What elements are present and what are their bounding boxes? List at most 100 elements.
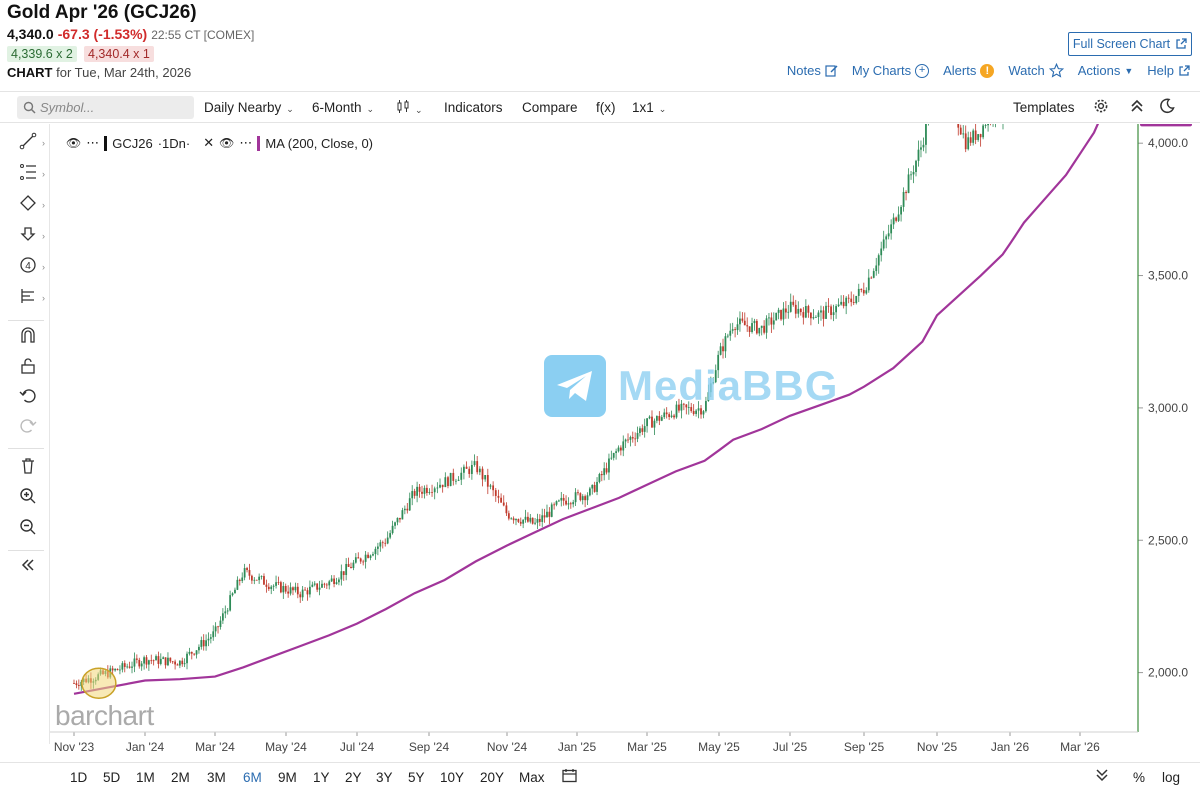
candle-body: [505, 505, 508, 514]
range-2y-button[interactable]: 2Y: [345, 770, 362, 785]
contract-dropdown[interactable]: Daily Nearby ⌄: [204, 100, 294, 115]
candle-body: [519, 521, 522, 524]
eye-icon[interactable]: 👁: [219, 136, 235, 150]
delete-drawings-button[interactable]: [17, 457, 39, 479]
functions-button[interactable]: f(x): [596, 100, 616, 115]
redo-button[interactable]: [17, 417, 39, 439]
candle-body: [347, 563, 350, 567]
layout-dropdown[interactable]: 1x1 ⌄: [632, 100, 666, 115]
candle-body: [565, 500, 567, 505]
candle-body: [887, 233, 890, 237]
candle-body: [354, 557, 357, 563]
actions-menu[interactable]: Actions ▼: [1078, 63, 1134, 78]
top-links: Notes My Charts + Alerts! Watch Actions ▼ …: [787, 63, 1190, 78]
y-tick-label: 2,000.0: [1148, 666, 1188, 680]
chevron-right-icon: ›: [42, 138, 45, 148]
range-10y-button[interactable]: 10Y: [440, 770, 465, 785]
candle-body: [190, 651, 193, 654]
layout-label: 1x1: [632, 100, 654, 115]
my-charts-link[interactable]: My Charts +: [852, 63, 930, 78]
close-icon[interactable]: ✕: [203, 135, 215, 150]
log-scale-toggle[interactable]: log: [1162, 770, 1181, 785]
more-icon[interactable]: ⋯: [239, 135, 253, 150]
calendar-button[interactable]: [562, 768, 577, 786]
candle-body: [123, 663, 126, 667]
range-3y-button[interactable]: 3Y: [376, 770, 393, 785]
chevron-down-icon: ⌄: [366, 104, 375, 114]
settings-button[interactable]: [1093, 98, 1109, 117]
candle-body: [169, 657, 172, 662]
lock-tool[interactable]: [17, 357, 39, 379]
candle-body: [267, 586, 270, 590]
dark-mode-toggle[interactable]: [1159, 98, 1175, 117]
eye-icon[interactable]: 👁: [66, 136, 82, 150]
zoom-in-button[interactable]: [17, 487, 39, 509]
range-1m-button[interactable]: 1M: [136, 770, 155, 785]
fibonacci-tool[interactable]: [17, 163, 39, 185]
collapse-sidebar-button[interactable]: [17, 557, 39, 579]
notes-link[interactable]: Notes: [787, 63, 838, 78]
symbol-search-input[interactable]: Symbol...: [17, 96, 194, 119]
gear-icon: [1094, 99, 1108, 113]
magnet-tool[interactable]: [17, 326, 39, 348]
candle-body: [900, 206, 902, 215]
price-chart[interactable]: 2,000.02,500.03,000.03,500.04,000.04,500…: [0, 124, 1200, 762]
alerts-link[interactable]: Alerts!: [943, 63, 995, 78]
range-max-button[interactable]: Max: [519, 770, 545, 785]
range-1y-button[interactable]: 1Y: [313, 770, 330, 785]
range-5d-button[interactable]: 5D: [103, 770, 121, 785]
candle-body: [827, 305, 830, 307]
trendline-tool[interactable]: [17, 132, 39, 154]
candle-body: [984, 125, 987, 126]
candle-body: [359, 558, 362, 562]
range-1d-button[interactable]: 1D: [70, 770, 88, 785]
candle-body: [202, 640, 205, 647]
full-screen-chart-button[interactable]: Full Screen Chart: [1068, 32, 1192, 56]
candle-body: [265, 584, 268, 587]
arrow-tool[interactable]: [17, 225, 39, 247]
drawing-tools-sidebar: › › › › 4 › ›: [0, 124, 50, 744]
watch-link[interactable]: Watch: [1008, 63, 1064, 78]
candle-body: [882, 239, 885, 249]
candle-body: [260, 576, 263, 577]
scroll-to-end-button[interactable]: [1096, 768, 1108, 785]
zoom-out-button[interactable]: [17, 518, 39, 540]
help-link[interactable]: Help: [1147, 63, 1190, 78]
candle-body: [731, 329, 734, 331]
templates-button[interactable]: Templates: [1013, 100, 1075, 115]
candle-body: [536, 518, 539, 523]
range-3m-button[interactable]: 3M: [207, 770, 226, 785]
more-icon[interactable]: ⋯: [86, 135, 100, 150]
candle-body: [386, 537, 389, 544]
percent-scale-toggle[interactable]: %: [1133, 770, 1146, 785]
indicators-button[interactable]: Indicators: [444, 100, 503, 115]
measure-tool[interactable]: [17, 287, 39, 309]
collapse-button[interactable]: [1130, 98, 1144, 117]
candle-body: [959, 127, 962, 135]
candle-body: [313, 583, 316, 585]
candle-body: [600, 474, 603, 476]
range-5y-button[interactable]: 5Y: [408, 770, 425, 785]
candle-body: [507, 513, 510, 519]
candle-body: [75, 683, 78, 686]
range-9m-button[interactable]: 9M: [278, 770, 297, 785]
candle-body: [250, 575, 253, 581]
candle-body: [586, 495, 589, 501]
range-6m-button[interactable]: 6M: [243, 770, 262, 785]
candle-body: [624, 439, 627, 442]
undo-button[interactable]: [17, 387, 39, 409]
number-marker-tool[interactable]: 4: [17, 256, 39, 278]
price-line: 4,340.0 -67.3 (-1.53%) 22:55 CT [COMEX]: [7, 26, 254, 42]
candle-body: [119, 669, 121, 671]
candle-body: [299, 594, 302, 598]
range-2m-button[interactable]: 2M: [171, 770, 190, 785]
shape-tool[interactable]: [17, 194, 39, 216]
candle-body: [835, 306, 837, 313]
candle-body: [357, 557, 360, 559]
candle-body: [825, 305, 827, 319]
svg-text:4: 4: [25, 261, 31, 272]
chart-type-dropdown[interactable]: ⌄: [396, 100, 423, 116]
compare-button[interactable]: Compare: [522, 100, 578, 115]
period-dropdown[interactable]: 6-Month ⌄: [312, 100, 374, 115]
range-20y-button[interactable]: 20Y: [480, 770, 505, 785]
